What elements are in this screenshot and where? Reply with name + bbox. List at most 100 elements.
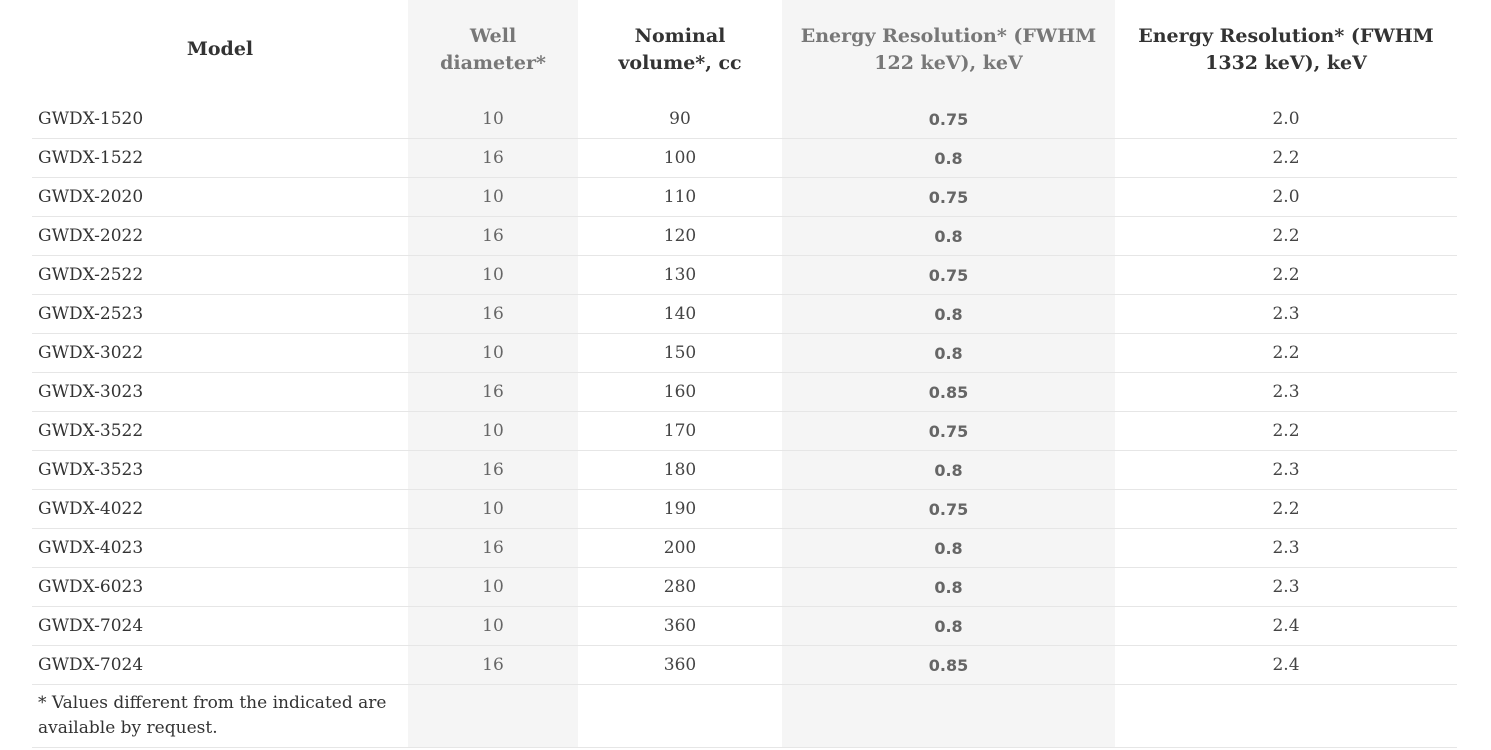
cell-well-diameter: 10 <box>408 177 578 217</box>
cell-well-diameter: 16 <box>408 528 578 568</box>
cell-model: GWDX-1522 <box>32 138 408 178</box>
cell-well-diameter: 10 <box>408 567 578 607</box>
cell-nominal-volume: 190 <box>578 489 782 529</box>
detector-spec-table: Model Well diameter* Nominal volume*, cc… <box>32 0 1457 748</box>
table-body: GWDX-1520 10 90 0.75 2.0 GWDX-1522 16 100 0.8 2.2… <box>32 100 1457 748</box>
cell-nominal-volume: 110 <box>578 177 782 217</box>
cell-nominal-volume: 160 <box>578 372 782 412</box>
cell-energy-resolution-122: 0.75 <box>782 177 1115 217</box>
cell-energy-resolution-122: 0.8 <box>782 528 1115 568</box>
footnote-spacer <box>782 684 1115 748</box>
cell-nominal-volume: 150 <box>578 333 782 373</box>
cell-nominal-volume: 120 <box>578 216 782 256</box>
cell-nominal-volume: 360 <box>578 606 782 646</box>
cell-well-diameter: 16 <box>408 372 578 412</box>
table-row: GWDX-1522 16 100 0.8 2.2 <box>32 138 1457 178</box>
cell-energy-resolution-1332: 2.0 <box>1115 100 1457 139</box>
cell-energy-resolution-1332: 2.3 <box>1115 450 1457 490</box>
cell-well-diameter: 16 <box>408 138 578 178</box>
cell-energy-resolution-122: 0.8 <box>782 333 1115 373</box>
table-row: GWDX-7024 10 360 0.8 2.4 <box>32 606 1457 646</box>
cell-model: GWDX-2020 <box>32 177 408 217</box>
cell-well-diameter: 10 <box>408 333 578 373</box>
footnote-spacer <box>578 684 782 748</box>
cell-energy-resolution-1332: 2.2 <box>1115 216 1457 256</box>
cell-energy-resolution-1332: 2.2 <box>1115 255 1457 295</box>
cell-well-diameter: 10 <box>408 255 578 295</box>
cell-energy-resolution-1332: 2.2 <box>1115 333 1457 373</box>
table-row: GWDX-3523 16 180 0.8 2.3 <box>32 450 1457 490</box>
cell-nominal-volume: 180 <box>578 450 782 490</box>
cell-energy-resolution-122: 0.75 <box>782 100 1115 139</box>
cell-nominal-volume: 200 <box>578 528 782 568</box>
table-header-row: Model Well diameter* Nominal volume*, cc… <box>32 0 1457 100</box>
cell-energy-resolution-1332: 2.3 <box>1115 294 1457 334</box>
cell-model: GWDX-2022 <box>32 216 408 256</box>
table-row: GWDX-6023 10 280 0.8 2.3 <box>32 567 1457 607</box>
cell-model: GWDX-3022 <box>32 333 408 373</box>
cell-energy-resolution-122: 0.8 <box>782 450 1115 490</box>
cell-nominal-volume: 280 <box>578 567 782 607</box>
table-row: GWDX-4022 10 190 0.75 2.2 <box>32 489 1457 529</box>
cell-energy-resolution-122: 0.8 <box>782 606 1115 646</box>
cell-model: GWDX-4023 <box>32 528 408 568</box>
header-energy-resolution-1332: Energy Resolution* (FWHM 1332 keV), keV <box>1138 25 1434 74</box>
cell-energy-resolution-122: 0.8 <box>782 138 1115 178</box>
table-row: GWDX-3022 10 150 0.8 2.2 <box>32 333 1457 373</box>
cell-energy-resolution-122: 0.85 <box>782 645 1115 685</box>
cell-well-diameter: 10 <box>408 606 578 646</box>
cell-energy-resolution-1332: 2.2 <box>1115 138 1457 178</box>
cell-well-diameter: 10 <box>408 411 578 451</box>
header-nominal-volume: Nominal volume*, cc <box>618 25 742 74</box>
table-row: GWDX-2022 16 120 0.8 2.2 <box>32 216 1457 256</box>
cell-well-diameter: 16 <box>408 645 578 685</box>
cell-energy-resolution-122: 0.85 <box>782 372 1115 412</box>
cell-nominal-volume: 130 <box>578 255 782 295</box>
cell-nominal-volume: 360 <box>578 645 782 685</box>
cell-nominal-volume: 90 <box>578 100 782 139</box>
cell-energy-resolution-1332: 2.3 <box>1115 567 1457 607</box>
cell-well-diameter: 10 <box>408 100 578 139</box>
cell-energy-resolution-1332: 2.2 <box>1115 489 1457 529</box>
cell-model: GWDX-3522 <box>32 411 408 451</box>
table-row: GWDX-7024 16 360 0.85 2.4 <box>32 645 1457 685</box>
cell-nominal-volume: 170 <box>578 411 782 451</box>
cell-well-diameter: 16 <box>408 216 578 256</box>
cell-model: GWDX-6023 <box>32 567 408 607</box>
header-well-diameter: Well diameter* <box>408 0 578 100</box>
cell-energy-resolution-1332: 2.2 <box>1115 411 1457 451</box>
cell-model: GWDX-2522 <box>32 255 408 295</box>
cell-energy-resolution-1332: 2.4 <box>1115 606 1457 646</box>
table-row: GWDX-2020 10 110 0.75 2.0 <box>32 177 1457 217</box>
table-row: GWDX-3522 10 170 0.75 2.2 <box>32 411 1457 451</box>
cell-model: GWDX-3523 <box>32 450 408 490</box>
cell-model: GWDX-3023 <box>32 372 408 412</box>
cell-nominal-volume: 100 <box>578 138 782 178</box>
cell-well-diameter: 10 <box>408 489 578 529</box>
cell-energy-resolution-122: 0.75 <box>782 489 1115 529</box>
cell-energy-resolution-1332: 2.3 <box>1115 372 1457 412</box>
footnote-spacer <box>1115 684 1457 748</box>
cell-model: GWDX-1520 <box>32 100 408 139</box>
cell-well-diameter: 16 <box>408 450 578 490</box>
cell-model: GWDX-2523 <box>32 294 408 334</box>
cell-energy-resolution-1332: 2.0 <box>1115 177 1457 217</box>
cell-energy-resolution-1332: 2.3 <box>1115 528 1457 568</box>
cell-nominal-volume: 140 <box>578 294 782 334</box>
cell-energy-resolution-122: 0.75 <box>782 255 1115 295</box>
cell-energy-resolution-1332: 2.4 <box>1115 645 1457 685</box>
header-model: Model <box>186 37 254 60</box>
cell-energy-resolution-122: 0.8 <box>782 567 1115 607</box>
footnote-spacer <box>408 684 578 748</box>
cell-model: GWDX-4022 <box>32 489 408 529</box>
cell-energy-resolution-122: 0.8 <box>782 294 1115 334</box>
cell-energy-resolution-122: 0.75 <box>782 411 1115 451</box>
cell-model: GWDX-7024 <box>32 606 408 646</box>
table-row: GWDX-2523 16 140 0.8 2.3 <box>32 294 1457 334</box>
table-row: GWDX-2522 10 130 0.75 2.2 <box>32 255 1457 295</box>
footnote: * Values different from the indicated ar… <box>32 684 408 748</box>
table-row: GWDX-1520 10 90 0.75 2.0 <box>32 100 1457 139</box>
header-energy-resolution-122: Energy Resolution* (FWHM 122 keV), keV <box>782 0 1115 100</box>
table-row: GWDX-3023 16 160 0.85 2.3 <box>32 372 1457 412</box>
table-row: GWDX-4023 16 200 0.8 2.3 <box>32 528 1457 568</box>
